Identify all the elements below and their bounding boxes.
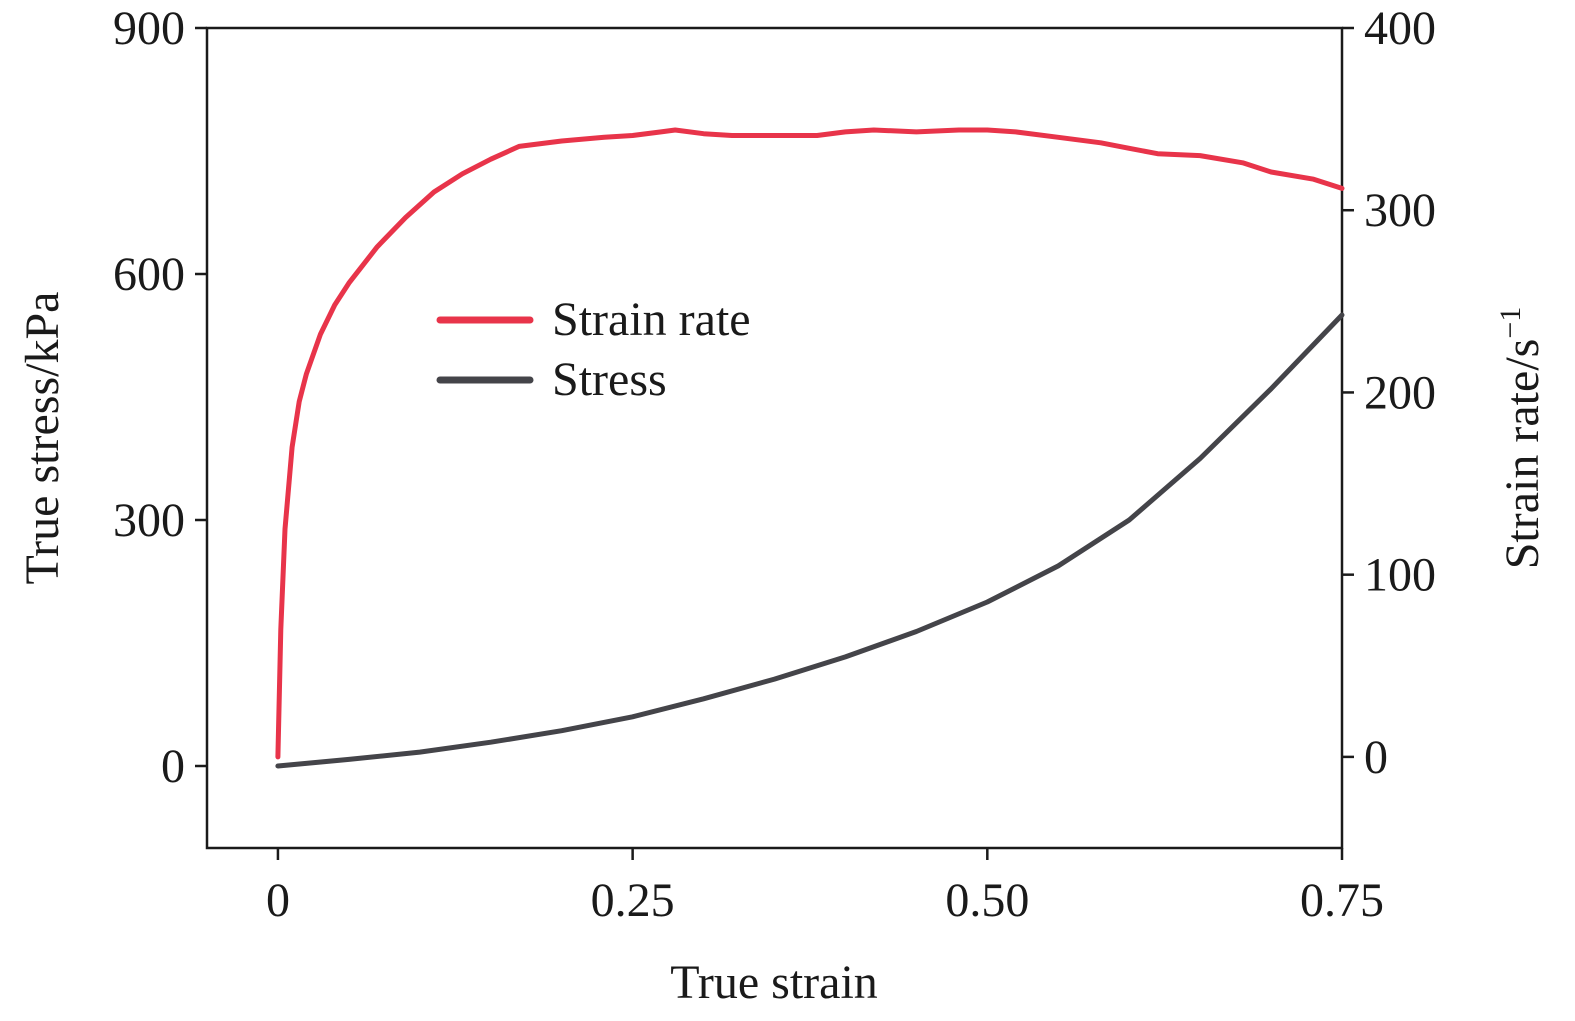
right-y-tick-label: 0 bbox=[1364, 731, 1388, 784]
left-y-tick-label: 0 bbox=[161, 740, 185, 793]
series-layer bbox=[275, 127, 1345, 769]
series-line-stress bbox=[275, 312, 1345, 769]
right-y-axis-ticks: 0 100 200 300 400 bbox=[1342, 2, 1436, 784]
legend: Strain rate Stress bbox=[436, 293, 751, 406]
left-y-tick-label: 600 bbox=[113, 248, 185, 301]
right-y-tick-label: 100 bbox=[1364, 549, 1436, 602]
x-tick-label: 0.50 bbox=[945, 874, 1029, 927]
right-y-axis-title-exponent: −1 bbox=[1494, 307, 1527, 339]
left-y-axis-ticks: 0 300 600 900 bbox=[113, 2, 207, 793]
x-axis-ticks: 0 0.25 0.50 0.75 bbox=[266, 848, 1384, 927]
x-tick-label: 0.75 bbox=[1300, 874, 1384, 927]
plot-frame bbox=[205, 26, 1344, 850]
x-tick-label: 0 bbox=[266, 874, 290, 927]
legend-label-strain-rate: Strain rate bbox=[552, 293, 751, 346]
series-line-strain-rate bbox=[275, 127, 1345, 760]
legend-label-stress: Stress bbox=[552, 353, 667, 406]
x-axis-title: True strain bbox=[670, 956, 878, 1009]
left-y-axis-title: True stress/kPa bbox=[16, 292, 69, 585]
right-y-tick-label: 300 bbox=[1364, 184, 1436, 237]
right-y-axis-title-base: Strain rate/s bbox=[1496, 339, 1549, 570]
left-y-tick-label: 900 bbox=[113, 2, 185, 55]
x-tick-label: 0.25 bbox=[591, 874, 675, 927]
right-y-tick-label: 200 bbox=[1364, 366, 1436, 419]
left-y-tick-label: 300 bbox=[113, 494, 185, 547]
right-y-axis-title: Strain rate/s−1 bbox=[1494, 307, 1549, 570]
right-y-tick-label: 400 bbox=[1364, 2, 1436, 55]
